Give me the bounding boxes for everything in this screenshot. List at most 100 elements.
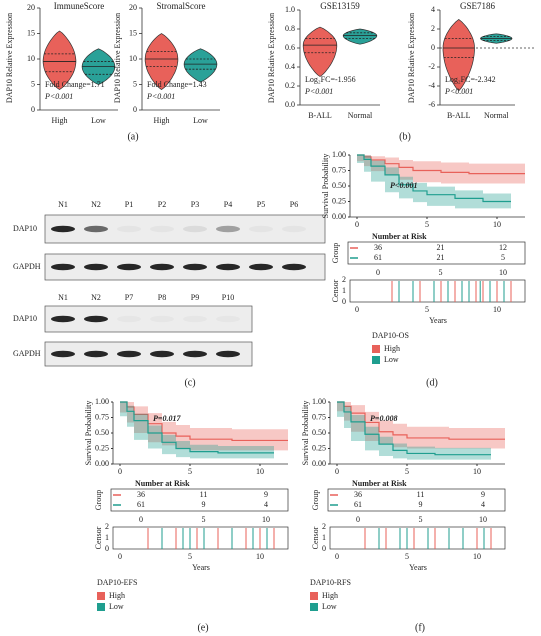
blot-band <box>282 225 306 233</box>
y-tick-label: 0.75 <box>332 165 346 174</box>
lane-label: P4 <box>224 200 232 209</box>
p-value: P=0.017 <box>153 414 181 423</box>
x-tick-label: 10 <box>473 467 481 476</box>
blot-band <box>51 315 75 323</box>
legend-label: High <box>322 591 338 600</box>
x-axis-label: Years <box>409 563 427 572</box>
legend-swatch <box>372 356 380 364</box>
y-axis-label: DAP10 Relative Expression <box>113 13 122 103</box>
blot-band <box>183 350 207 358</box>
legend-label: High <box>384 344 400 353</box>
risk-count: 9 <box>264 490 268 499</box>
risk-time-label: 0 <box>376 268 380 277</box>
p-value: P=0.008 <box>370 414 397 423</box>
y-tick-label: 0.50 <box>95 428 109 437</box>
p-value: P<0.001 <box>304 87 333 96</box>
x-tick-label: 0 <box>335 467 339 476</box>
blot-band <box>216 350 240 358</box>
censor-label: Censor <box>94 526 103 549</box>
violin <box>183 48 218 83</box>
row-label: DAP10 <box>13 224 37 233</box>
risk-box <box>110 488 289 512</box>
blot-band <box>249 263 273 271</box>
blot-band <box>117 225 141 233</box>
legend-title: DAP10-EFS <box>97 578 137 587</box>
y-axis-label: DAP10 Relative Expression <box>267 13 276 103</box>
x-tick-label: 0 <box>355 220 359 229</box>
risk-count: 12 <box>499 243 507 252</box>
risk-count: 61 <box>137 500 145 509</box>
y-tick-label: 15 <box>129 28 137 37</box>
x-tick-label: 0 <box>118 467 122 476</box>
censor-box <box>349 279 526 303</box>
risk-count: 5 <box>501 253 505 262</box>
x-tick-label: 0 <box>335 552 339 561</box>
lane-label: P7 <box>125 293 133 302</box>
y-tick-label: 0 <box>133 105 137 114</box>
x-tick-label: 5 <box>425 305 429 314</box>
lane-label: N1 <box>58 293 68 302</box>
row-label: GAPDH <box>13 262 41 271</box>
y-tick-label: -2 <box>428 62 435 71</box>
risk-time-label: 0 <box>356 515 360 524</box>
survival-curve <box>120 401 274 454</box>
row-label: GAPDH <box>13 349 41 358</box>
blot-band <box>84 225 108 233</box>
risk-count: 36 <box>374 243 382 252</box>
y-tick-label: 0.75 <box>312 412 326 421</box>
legend-label: Low <box>384 355 399 364</box>
lane-label: P1 <box>125 200 133 209</box>
risk-count: 9 <box>419 500 423 509</box>
censor-box <box>112 526 289 550</box>
risk-count: 61 <box>354 500 362 509</box>
caption: (e) <box>197 622 208 633</box>
y-tick-label: 0 <box>322 544 326 553</box>
y-tick-label: 20 <box>27 3 35 12</box>
y-tick-label: 5 <box>31 79 35 88</box>
legend-swatch <box>372 345 380 353</box>
y-tick-label: 0.0 <box>285 100 295 109</box>
risk-count: 11 <box>200 490 208 499</box>
y-tick-label: -6 <box>428 100 435 109</box>
y-tick-label: 1 <box>342 286 346 295</box>
survival-curve <box>337 401 505 440</box>
y-axis-label: Survival Probability <box>321 154 330 219</box>
x-tick-label: Low <box>193 116 208 125</box>
group-label: Group <box>94 490 103 510</box>
x-tick-label: Low <box>91 116 106 125</box>
y-tick-label: 0.25 <box>95 443 109 452</box>
y-tick-label: 0.00 <box>312 459 326 468</box>
y-tick-label: 10 <box>27 54 35 63</box>
violin <box>442 19 475 92</box>
x-tick-label: 5 <box>425 220 429 229</box>
risk-count: 36 <box>354 490 362 499</box>
p-value: P<0.001 <box>444 87 473 96</box>
y-tick-label: 1.00 <box>95 397 109 406</box>
y-tick-label: 2 <box>105 522 109 531</box>
survival-curve <box>120 401 288 442</box>
blot-band <box>282 263 306 271</box>
censor-box <box>329 526 506 550</box>
lane-label: N1 <box>58 200 68 209</box>
annotation: Fold Change=1.71 <box>45 80 105 89</box>
y-tick-label: 5 <box>133 79 137 88</box>
blot-band <box>51 263 75 271</box>
censor-label: Censor <box>311 526 320 549</box>
y-tick-label: 4 <box>431 5 435 14</box>
p-value: P<0.001 <box>44 92 73 101</box>
y-tick-label: 0 <box>342 297 346 306</box>
censor-label: Censor <box>331 279 340 302</box>
y-tick-label: 1.00 <box>332 150 346 159</box>
x-tick-label: 5 <box>405 552 409 561</box>
lane-label: P10 <box>222 293 234 302</box>
plot-title: GSE7186 <box>460 1 496 11</box>
risk-time-label: 5 <box>439 268 443 277</box>
x-tick-label: 5 <box>188 467 192 476</box>
risk-count: 9 <box>202 500 206 509</box>
confidence-band <box>357 155 511 209</box>
legend-swatch <box>310 603 318 611</box>
blot-band <box>117 263 141 271</box>
legend-title: DAP10-RFS <box>310 578 351 587</box>
x-tick-label: 10 <box>256 552 264 561</box>
